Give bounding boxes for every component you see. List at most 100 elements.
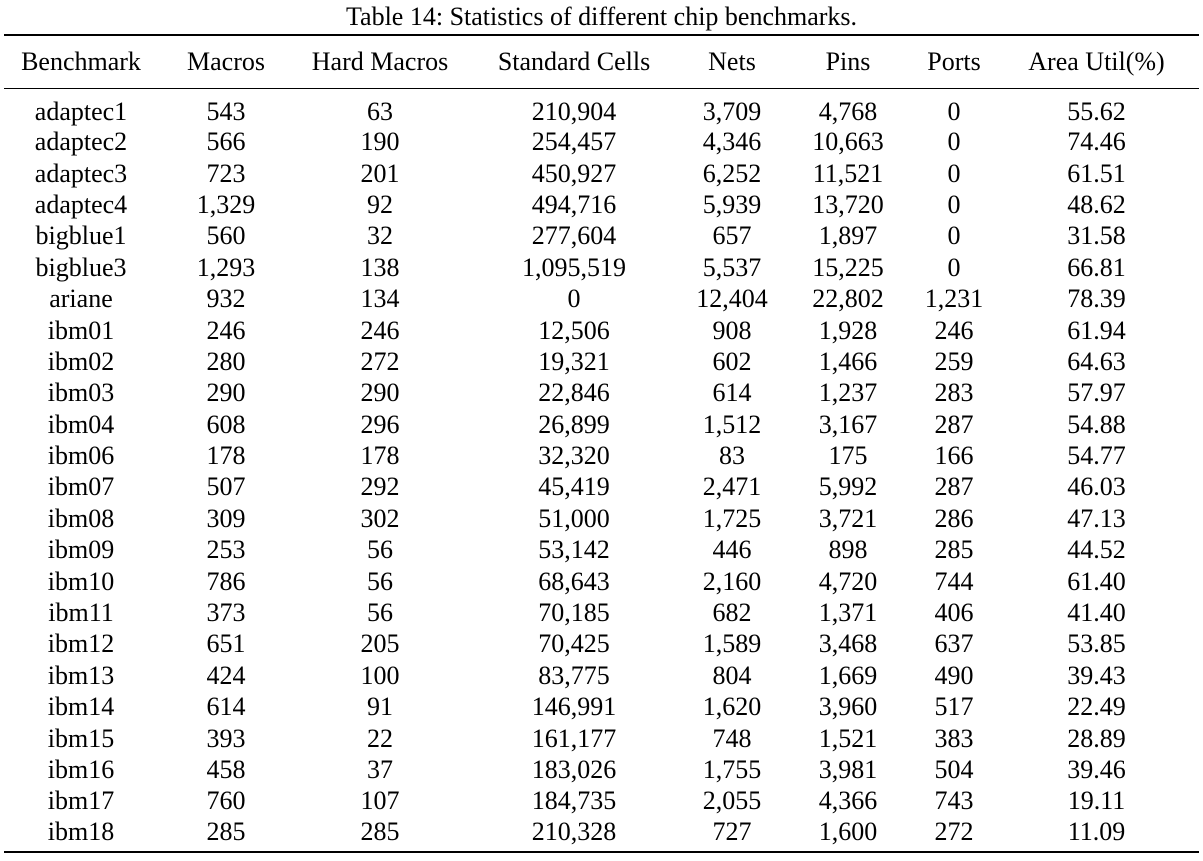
col-header-hard-macros: Hard Macros bbox=[294, 34, 466, 89]
cell-benchmark: ariane bbox=[49, 284, 113, 314]
cell-area-util: 19.11 bbox=[1067, 786, 1126, 816]
cell-pins: 22,802 bbox=[812, 284, 884, 314]
cell-pins: 3,960 bbox=[818, 692, 878, 722]
cell-hard-macros: 63 bbox=[367, 96, 393, 126]
table-row: bigblue3 1,293 138 1,095,519 5,537 15,225 0 66.… bbox=[4, 252, 1199, 283]
cell-benchmark: ibm08 bbox=[47, 503, 115, 533]
cell-area-util: 22.49 bbox=[1067, 692, 1126, 722]
cell-nets: 12,404 bbox=[696, 284, 768, 314]
cell-pins: 1,600 bbox=[782, 817, 914, 854]
cell-hard-macros: 107 bbox=[360, 786, 400, 816]
cell-nets: 83 bbox=[719, 441, 745, 471]
cell-macros: 760 bbox=[206, 786, 246, 816]
cell-benchmark: ibm17 bbox=[47, 786, 115, 816]
table-row: adaptec2 566 190 254,457 4,346 10,663 0 74.46 bbox=[4, 127, 1199, 158]
cell-macros: 373 bbox=[206, 598, 246, 628]
cell-hard-macros: 190 bbox=[360, 127, 400, 157]
cell-hard-macros: 100 bbox=[360, 660, 400, 690]
cell-standard-cells: 277,604 bbox=[531, 221, 617, 251]
cell-ports: 166 bbox=[934, 441, 974, 471]
cell-standard-cells: 19,321 bbox=[538, 346, 610, 376]
cell-macros: 543 bbox=[206, 96, 246, 126]
col-header-ports: Ports bbox=[914, 34, 994, 89]
cell-pins: 1,466 bbox=[818, 346, 878, 376]
cell-ports: 0 bbox=[947, 96, 961, 126]
cell-pins: 1,897 bbox=[818, 221, 878, 251]
cell-area-util: 78.39 bbox=[1067, 284, 1126, 314]
cell-standard-cells: 0 bbox=[567, 284, 581, 314]
cell-pins: 11,521 bbox=[812, 158, 884, 188]
cell-ports: 744 bbox=[934, 566, 974, 596]
cell-standard-cells: 68,643 bbox=[538, 566, 610, 596]
cell-benchmark: ibm10 bbox=[47, 566, 115, 596]
cell-pins: 3,468 bbox=[818, 629, 878, 659]
cell-hard-macros: 292 bbox=[360, 472, 400, 502]
cell-macros: 393 bbox=[206, 723, 246, 753]
col-header-pins: Pins bbox=[782, 34, 914, 89]
cell-benchmark: bigblue1 bbox=[35, 221, 127, 251]
cell-pins: 175 bbox=[828, 441, 868, 471]
cell-macros: 309 bbox=[206, 503, 246, 533]
table-row: ibm03 290 290 22,846 614 1,237 283 57.97 bbox=[4, 378, 1199, 409]
cell-pins: 13,720 bbox=[812, 189, 884, 219]
table-body: adaptec1 543 63 210,904 3,709 4,768 0 55.62 adap… bbox=[4, 88, 1199, 854]
cell-nets: 804 bbox=[712, 660, 752, 690]
cell-ports: 406 bbox=[934, 598, 974, 628]
table-row: ibm17 760 107 184,735 2,055 4,366 743 19.11 bbox=[4, 786, 1199, 817]
cell-benchmark: adaptec4 bbox=[34, 189, 128, 219]
cell-ports: 0 bbox=[947, 252, 961, 282]
cell-macros: 178 bbox=[206, 441, 246, 471]
col-header-standard-cells: Standard Cells bbox=[466, 34, 682, 89]
cell-macros: 566 bbox=[206, 127, 246, 157]
cell-standard-cells: 254,457 bbox=[531, 127, 617, 157]
cell-nets: 614 bbox=[712, 378, 752, 408]
table-row: ibm14 614 91 146,991 1,620 3,960 517 22.49 bbox=[4, 692, 1199, 723]
cell-macros: 285 bbox=[158, 817, 294, 854]
cell-standard-cells: 12,506 bbox=[538, 315, 610, 345]
cell-ports: 1,231 bbox=[924, 284, 984, 314]
cell-standard-cells: 51,000 bbox=[538, 503, 610, 533]
cell-area-util: 39.46 bbox=[1067, 755, 1126, 784]
cell-ports: 0 bbox=[947, 189, 961, 219]
cell-macros: 424 bbox=[206, 660, 246, 690]
cell-nets: 1,725 bbox=[702, 503, 762, 533]
cell-area-util: 46.03 bbox=[1067, 472, 1126, 502]
cell-macros: 290 bbox=[206, 378, 246, 408]
cell-benchmark: ibm11 bbox=[48, 598, 114, 628]
cell-pins: 5,992 bbox=[818, 472, 878, 502]
cell-ports: 287 bbox=[934, 409, 974, 439]
benchmark-stats-table: Benchmark Macros Hard Macros Standard Ce… bbox=[4, 34, 1199, 854]
table-row: ibm18 285 285 210,328 727 1,600 272 11.09 bbox=[4, 817, 1199, 854]
cell-benchmark: ibm07 bbox=[47, 472, 115, 502]
cell-area-util: 31.58 bbox=[1067, 221, 1126, 251]
cell-standard-cells: 83,775 bbox=[538, 660, 610, 690]
cell-pins: 1,521 bbox=[818, 723, 878, 753]
cell-benchmark: ibm04 bbox=[47, 409, 115, 439]
cell-ports: 504 bbox=[934, 755, 974, 784]
cell-hard-macros: 91 bbox=[367, 692, 393, 722]
cell-ports: 283 bbox=[934, 378, 974, 408]
cell-hard-macros: 138 bbox=[360, 252, 400, 282]
cell-area-util: 44.52 bbox=[1067, 535, 1126, 565]
cell-pins: 4,720 bbox=[818, 566, 878, 596]
cell-standard-cells: 183,026 bbox=[531, 755, 617, 784]
cell-benchmark: ibm09 bbox=[47, 535, 115, 565]
cell-area-util: 41.40 bbox=[1067, 598, 1126, 628]
cell-standard-cells: 32,320 bbox=[538, 441, 610, 471]
cell-benchmark: ibm06 bbox=[47, 441, 115, 471]
table-row: adaptec1 543 63 210,904 3,709 4,768 0 55.62 bbox=[4, 88, 1199, 127]
cell-area-util: 74.46 bbox=[1067, 127, 1126, 157]
cell-hard-macros: 56 bbox=[367, 598, 393, 628]
cell-nets: 2,160 bbox=[702, 566, 762, 596]
cell-area-util: 48.62 bbox=[1067, 189, 1126, 219]
cell-hard-macros: 22 bbox=[367, 723, 393, 753]
cell-area-util: 54.88 bbox=[1067, 409, 1126, 439]
cell-benchmark: adaptec1 bbox=[34, 96, 128, 126]
cell-nets: 1,589 bbox=[702, 629, 762, 659]
cell-area-util: 11.09 bbox=[994, 817, 1199, 854]
cell-nets: 1,755 bbox=[702, 755, 762, 784]
cell-nets: 1,620 bbox=[702, 692, 762, 722]
cell-macros: 1,293 bbox=[196, 252, 256, 282]
table-caption: Table 14: Statistics of different chip b… bbox=[345, 2, 858, 31]
